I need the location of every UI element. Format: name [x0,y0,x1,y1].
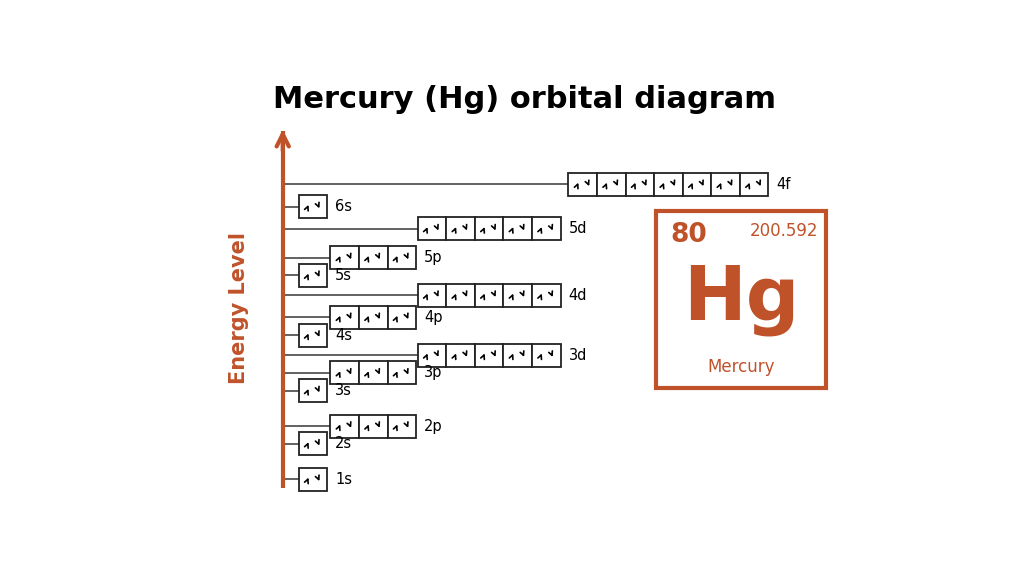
Bar [331,415,359,438]
Bar [331,246,359,269]
Text: 2s: 2s [335,437,352,452]
Text: Mercury (Hg) orbital diagram: Mercury (Hg) orbital diagram [273,85,776,113]
Bar [299,195,328,218]
Bar [299,324,328,347]
Text: 5s: 5s [335,268,352,283]
Bar [712,173,740,196]
Text: 5p: 5p [424,250,442,265]
Bar [387,415,416,438]
Text: 4d: 4d [568,288,587,303]
Bar [299,433,328,456]
Bar [299,379,328,402]
Bar [683,173,712,196]
Bar [359,415,387,438]
Bar [331,306,359,329]
Text: Energy Level: Energy Level [229,232,249,384]
Bar [299,264,328,287]
Text: 6s: 6s [335,199,352,214]
Text: 3p: 3p [424,365,442,380]
Bar [655,211,826,388]
Bar [475,344,504,367]
Bar [626,173,654,196]
Text: 4s: 4s [335,328,352,343]
Bar [359,246,387,269]
Text: 3d: 3d [568,348,587,363]
Text: Mercury: Mercury [708,358,775,376]
Bar [531,217,560,240]
Text: 3s: 3s [335,383,352,398]
Bar [446,217,475,240]
Bar [331,361,359,384]
Bar [597,173,626,196]
Text: 2p: 2p [424,419,442,434]
Bar [418,284,446,307]
Bar [446,284,475,307]
Bar [446,344,475,367]
Bar [568,173,597,196]
Bar [387,246,416,269]
Text: 4f: 4f [776,177,791,192]
Bar [504,284,531,307]
Text: Hg: Hg [683,263,800,336]
Bar [504,217,531,240]
Text: 200.592: 200.592 [750,222,818,240]
Bar [418,344,446,367]
Bar [387,306,416,329]
Bar [531,344,560,367]
Bar [387,361,416,384]
Bar [359,361,387,384]
Text: 80: 80 [670,222,707,248]
Bar [654,173,683,196]
Text: 5d: 5d [568,221,587,236]
Bar [359,306,387,329]
Text: 4p: 4p [424,310,442,325]
Bar [299,468,328,491]
Bar [475,217,504,240]
Bar [504,344,531,367]
Bar [418,217,446,240]
Bar [475,284,504,307]
Bar [531,284,560,307]
Bar [740,173,768,196]
Text: 1s: 1s [335,472,352,487]
